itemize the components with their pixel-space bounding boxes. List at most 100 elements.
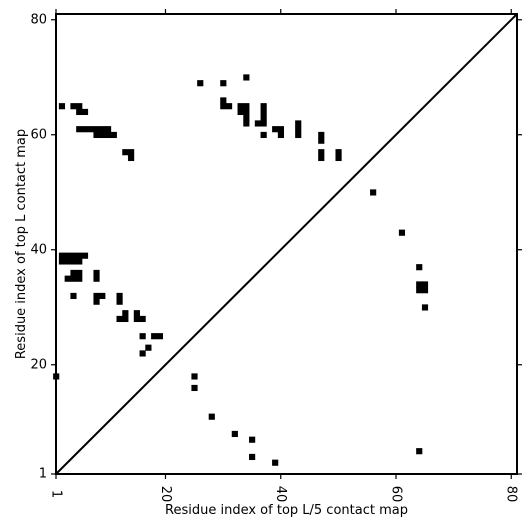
contact-cell-top-L5 bbox=[421, 281, 429, 288]
contact-cell-top-L bbox=[128, 149, 135, 156]
contact-cell-top-L bbox=[295, 120, 302, 127]
contact-cell-top-L5 bbox=[421, 304, 429, 311]
y-tick-label: 1 bbox=[39, 467, 47, 482]
contact-cell-top-L bbox=[225, 103, 233, 110]
contact-cell-top-L5 bbox=[370, 189, 377, 196]
contact-cell-top-L bbox=[70, 252, 77, 259]
contact-cell-top-L bbox=[237, 103, 244, 110]
contact-cell-top-L5 bbox=[416, 281, 423, 288]
contact-cell-top-L bbox=[318, 131, 325, 139]
x-axis-label: Residue index of top L/5 contact map bbox=[165, 503, 408, 518]
contact-cell-top-L bbox=[116, 298, 123, 305]
contact-cells bbox=[53, 74, 429, 466]
contact-cell-top-L bbox=[70, 275, 77, 282]
contact-cell-top-L bbox=[237, 108, 244, 116]
contact-cell-top-L bbox=[335, 154, 342, 162]
contact-cell-top-L bbox=[243, 103, 250, 110]
contact-cell-top-L bbox=[318, 149, 325, 156]
contact-cell-top-L bbox=[116, 315, 123, 323]
contact-cell-top-L5 bbox=[421, 287, 429, 294]
contact-cell-top-L bbox=[139, 350, 146, 357]
contact-cell-top-L bbox=[197, 80, 204, 87]
contact-cell-top-L bbox=[133, 310, 140, 317]
contact-cell-top-L bbox=[243, 74, 250, 81]
contact-cell-top-L bbox=[58, 258, 66, 265]
contact-cell-top-L bbox=[277, 131, 285, 139]
contact-cell-top-L bbox=[272, 126, 279, 133]
contact-cell-top-L5 bbox=[231, 430, 238, 438]
contact-cell-top-L bbox=[93, 269, 100, 277]
contact-cell-top-L bbox=[76, 258, 83, 265]
contact-cell-top-L bbox=[64, 258, 71, 265]
contact-cell-top-L bbox=[81, 126, 89, 133]
contact-cell-top-L bbox=[139, 333, 146, 340]
contact-cell-top-L bbox=[156, 333, 164, 340]
contact-cell-top-L bbox=[76, 252, 83, 259]
y-axis-label: Residue index of top L contact map bbox=[14, 129, 29, 359]
contact-cell-top-L bbox=[99, 131, 106, 139]
contact-cell-top-L bbox=[243, 114, 250, 121]
contact-cell-top-L bbox=[243, 120, 250, 127]
contact-cell-top-L bbox=[93, 126, 100, 133]
contact-cell-top-L5 bbox=[191, 373, 198, 380]
contact-cell-top-L bbox=[76, 126, 83, 133]
contact-cell-top-L bbox=[99, 292, 106, 300]
contact-cell-top-L5 bbox=[416, 264, 423, 271]
contact-cell-top-L bbox=[260, 114, 267, 121]
contact-cell-top-L bbox=[70, 258, 77, 265]
contact-cell-top-L bbox=[243, 108, 250, 116]
y-tick-label: 60 bbox=[30, 127, 47, 142]
contact-cell-top-L bbox=[116, 292, 123, 300]
contact-cell-top-L bbox=[76, 103, 83, 110]
contact-cell-top-L bbox=[104, 131, 112, 139]
contact-cell-top-L bbox=[87, 126, 94, 133]
plot-frame bbox=[55, 13, 518, 475]
contact-cell-top-L bbox=[277, 126, 285, 133]
contact-cell-top-L bbox=[260, 103, 267, 110]
contact-cell-top-L5 bbox=[249, 453, 256, 461]
contact-cell-top-L bbox=[110, 131, 117, 139]
contact-cell-top-L bbox=[64, 275, 71, 282]
contact-cell-top-L bbox=[128, 154, 135, 162]
contact-cell-top-L bbox=[93, 131, 100, 139]
contact-cell-top-L5 bbox=[398, 229, 406, 236]
contact-cell-top-L bbox=[254, 120, 261, 127]
contact-cell-top-L bbox=[133, 315, 140, 323]
contact-cell-top-L bbox=[99, 126, 106, 133]
y-tick-label: 20 bbox=[30, 357, 47, 372]
contact-cell-top-L bbox=[318, 137, 325, 144]
contact-cell-top-L bbox=[76, 275, 83, 282]
contact-cell-top-L bbox=[220, 80, 227, 87]
contact-cell-top-L bbox=[260, 120, 267, 127]
x-tick-label: 40 bbox=[273, 486, 288, 503]
y-tick-label: 80 bbox=[30, 12, 47, 27]
contact-cell-top-L bbox=[318, 154, 325, 162]
contact-cell-top-L bbox=[122, 149, 129, 156]
contact-cell-top-L bbox=[76, 269, 83, 277]
contact-cell-top-L bbox=[70, 292, 77, 300]
contact-cell-top-L bbox=[220, 103, 227, 110]
contact-cell-top-L bbox=[58, 252, 66, 259]
contact-cell-top-L bbox=[76, 108, 83, 116]
contact-cell-top-L bbox=[70, 103, 77, 110]
contact-cell-top-L bbox=[93, 298, 100, 305]
diagonal-line bbox=[55, 13, 518, 475]
contact-cell-top-L bbox=[122, 310, 129, 317]
contact-cell-top-L bbox=[104, 126, 112, 133]
x-tick-label: 1 bbox=[49, 490, 64, 498]
x-tick-label: 80 bbox=[504, 486, 519, 503]
axis-ticks: 1 20 40 60 80 1 20 40 60 80 bbox=[30, 9, 522, 502]
contact-cell-top-L bbox=[220, 97, 227, 104]
y-tick-label: 40 bbox=[30, 242, 47, 257]
contact-cell-top-L bbox=[335, 149, 342, 156]
contact-cell-top-L bbox=[295, 131, 302, 139]
contact-cell-top-L5 bbox=[416, 448, 423, 455]
contact-cell-top-L5 bbox=[272, 459, 279, 466]
contact-cell-top-L bbox=[139, 315, 146, 323]
contact-cell-top-L5 bbox=[208, 413, 215, 420]
contact-cell-top-L5 bbox=[416, 287, 423, 294]
x-tick-label: 60 bbox=[388, 486, 403, 503]
contact-cell-top-L bbox=[295, 126, 302, 133]
contact-cell-top-L bbox=[145, 344, 152, 351]
